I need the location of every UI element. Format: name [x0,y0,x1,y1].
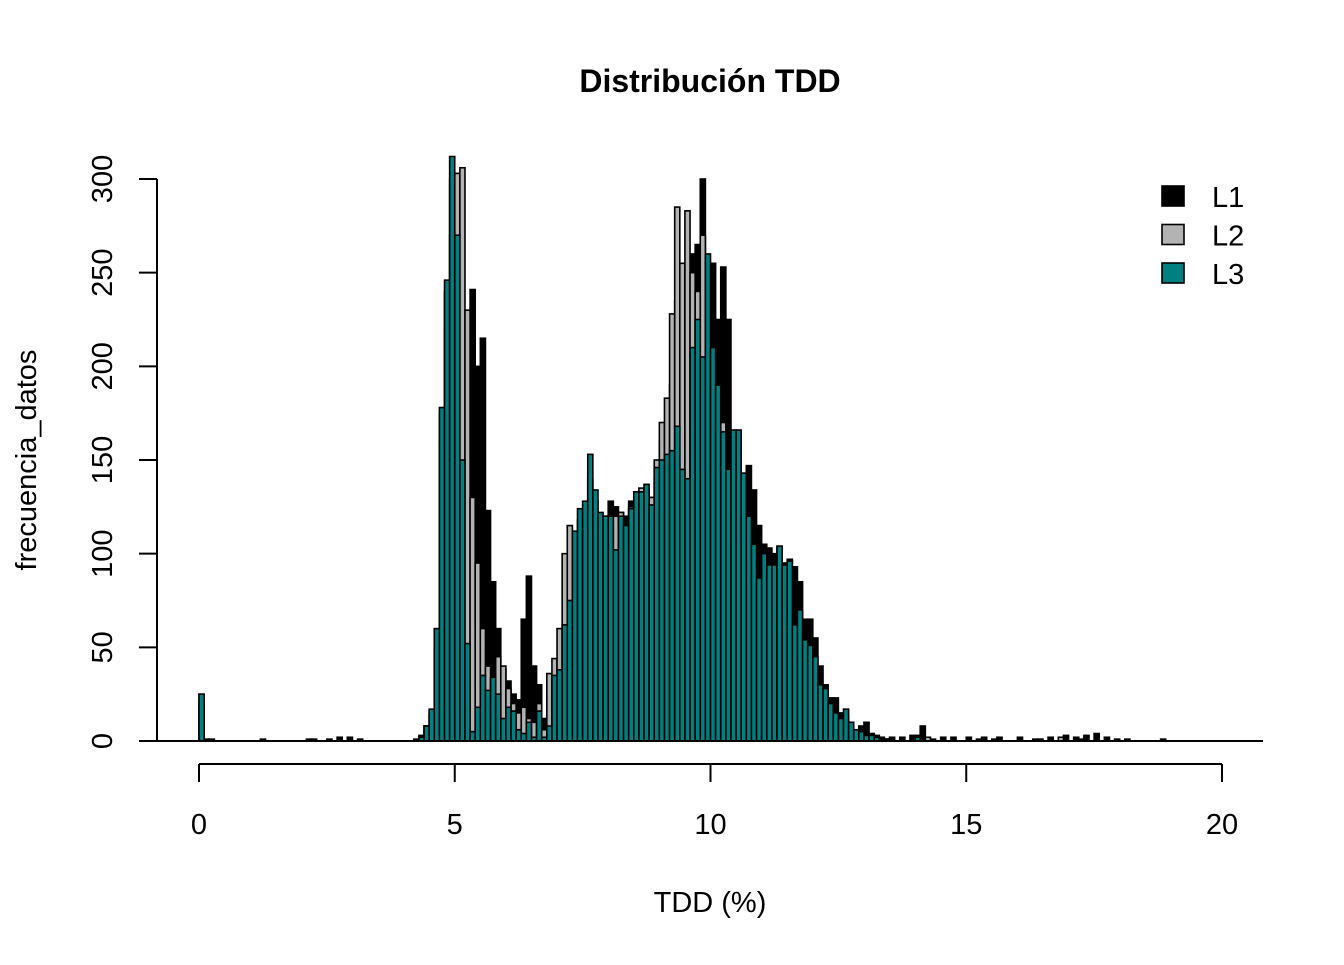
series-L3 [198,155,1085,742]
bars-group [198,155,1167,742]
y-tick-label: 250 [87,248,119,296]
legend-swatch-L2 [1161,223,1185,246]
x-tick-label: 5 [447,809,463,841]
bar-L3 [198,693,205,742]
x-tick-label: 20 [1206,809,1238,841]
y-axis-label: frecuencia_datos [11,350,43,571]
x-axis-label: TDD (%) [654,887,767,919]
bar-L1 [1093,732,1101,742]
legend-swatch-L3 [1161,262,1185,284]
y-tick-label: 100 [87,529,119,577]
x-tick-label: 0 [191,809,207,841]
x-axis: 0 5 10 15 20 [191,763,1238,841]
y-tick-label: 150 [87,436,119,484]
legend-label-L2: L2 [1212,221,1244,253]
x-tick-label: 15 [950,809,982,841]
x-tick-label: 10 [694,809,726,841]
y-tick-label: 200 [87,342,119,390]
chart-title: Distribución TDD [579,63,840,99]
legend: L1 L2 L3 [1161,182,1244,291]
legend-label-L3: L3 [1212,259,1244,291]
y-tick-label: 0 [87,733,119,749]
y-axis: 0 50 100 150 200 250 300 [87,155,158,749]
bar-L3 [464,642,471,742]
legend-swatch-L1 [1161,185,1185,207]
y-tick-label: 50 [87,631,119,663]
legend-label-L1: L1 [1212,182,1244,214]
y-tick-label: 300 [87,155,119,203]
